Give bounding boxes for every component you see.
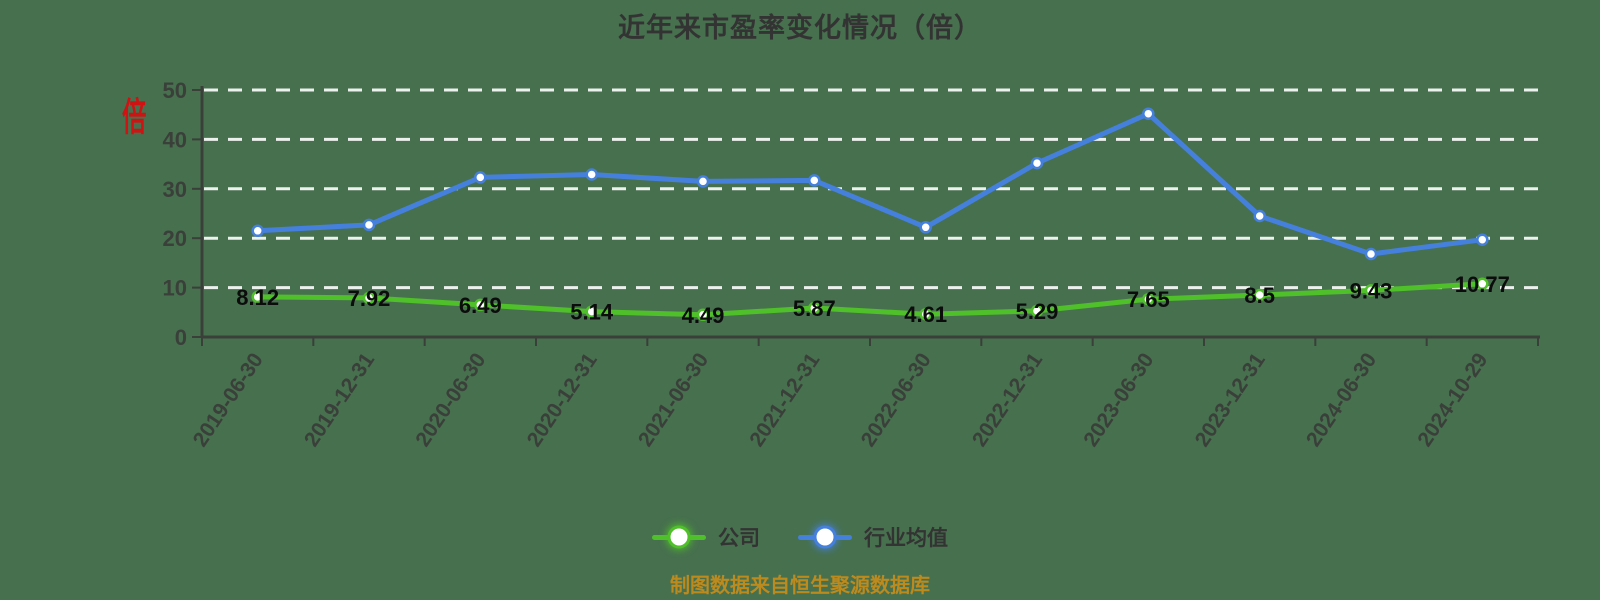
x-axis-label: 2019-12-31: [300, 349, 379, 451]
y-tick-label: 30: [163, 177, 187, 202]
series-point-公司[interactable]: [1253, 288, 1266, 302]
y-tick-label: 10: [163, 276, 187, 301]
point-value-label: 8.5: [1244, 283, 1275, 308]
point-value-label: 9.43: [1350, 278, 1393, 303]
legend-label: 行业均值: [864, 527, 948, 550]
series-point-公司[interactable]: [251, 290, 264, 304]
series-line-行业均值: [255, 111, 1485, 257]
legend: 公司 行业均值: [0, 522, 1600, 552]
series-point-公司[interactable]: [1476, 277, 1489, 291]
series-point-行业均值[interactable]: [696, 175, 710, 188]
x-axis-label: 2023-06-30: [1079, 349, 1158, 451]
series-point-公司[interactable]: [585, 305, 598, 318]
point-value-label: 10.77: [1455, 272, 1510, 297]
point-value-label: 6.49: [459, 293, 502, 318]
series-point-行业均值[interactable]: [808, 174, 821, 187]
x-axis-label: 2022-06-30: [857, 349, 936, 451]
data-source-note: 制图数据来自恒生聚源数据库: [670, 575, 930, 597]
series-point-公司[interactable]: [362, 291, 376, 305]
x-axis-label: 2022-12-31: [968, 349, 1047, 451]
series-point-行业均值[interactable]: [1030, 156, 1044, 170]
point-value-label: 5.29: [1016, 299, 1059, 324]
series-point-公司[interactable]: [1030, 304, 1044, 318]
x-axis-label: 2020-12-31: [523, 349, 602, 451]
x-axis-label: 2023-12-31: [1191, 349, 1270, 451]
y-tick-label: 20: [163, 226, 187, 251]
x-axis-label: 2024-06-30: [1302, 349, 1381, 451]
series-point-行业均值[interactable]: [474, 171, 487, 184]
point-value-label: 4.49: [682, 303, 725, 328]
x-axis-label: 2020-06-30: [411, 349, 490, 451]
series-point-行业均值[interactable]: [362, 218, 376, 232]
series-point-公司[interactable]: [696, 308, 710, 322]
series-line-公司: [255, 281, 1485, 318]
x-axis-label: 2024-10-29: [1413, 349, 1492, 451]
series-point-行业均值[interactable]: [919, 221, 932, 234]
x-axis-label: 2021-06-30: [634, 349, 713, 451]
x-axis-label: 2019-06-30: [189, 349, 268, 451]
y-tick-label: 40: [163, 127, 187, 152]
series-point-行业均值[interactable]: [1476, 233, 1489, 246]
chart-title: 近年来市盈率变化情况（倍）: [618, 13, 982, 43]
x-axis-label: 2021-12-31: [745, 349, 824, 451]
series-point-公司[interactable]: [1364, 284, 1378, 297]
series-point-行业均值[interactable]: [585, 168, 598, 181]
legend-line: [652, 525, 706, 549]
legend-marker-icon: [667, 525, 691, 549]
series-point-公司[interactable]: [808, 301, 821, 315]
legend-label: 公司: [718, 527, 760, 550]
y-tick-label: 0: [175, 325, 187, 350]
point-value-label: 5.87: [793, 296, 836, 321]
y-tick-label: 50: [163, 78, 187, 103]
legend-item-行业均值[interactable]: 行业均值: [798, 522, 948, 552]
series-point-公司[interactable]: [474, 298, 487, 312]
series-point-公司[interactable]: [919, 307, 932, 321]
point-value-label: 8.12: [236, 285, 279, 310]
legend-item-公司[interactable]: 公司: [652, 522, 760, 552]
series-point-行业均值[interactable]: [251, 224, 264, 238]
series-point-行业均值[interactable]: [1364, 247, 1378, 261]
series-point-行业均值[interactable]: [1253, 209, 1266, 223]
point-value-label: 5.14: [570, 300, 614, 325]
point-value-label: 7.92: [348, 286, 391, 311]
y-axis-unit-stamp: 倍: [122, 94, 147, 140]
point-value-label: 4.61: [904, 302, 947, 327]
point-value-label: 7.65: [1127, 287, 1170, 312]
legend-marker-icon: [813, 525, 837, 549]
series-point-行业均值[interactable]: [1142, 107, 1155, 120]
legend-line: [798, 525, 852, 549]
series-point-公司[interactable]: [1142, 292, 1155, 306]
